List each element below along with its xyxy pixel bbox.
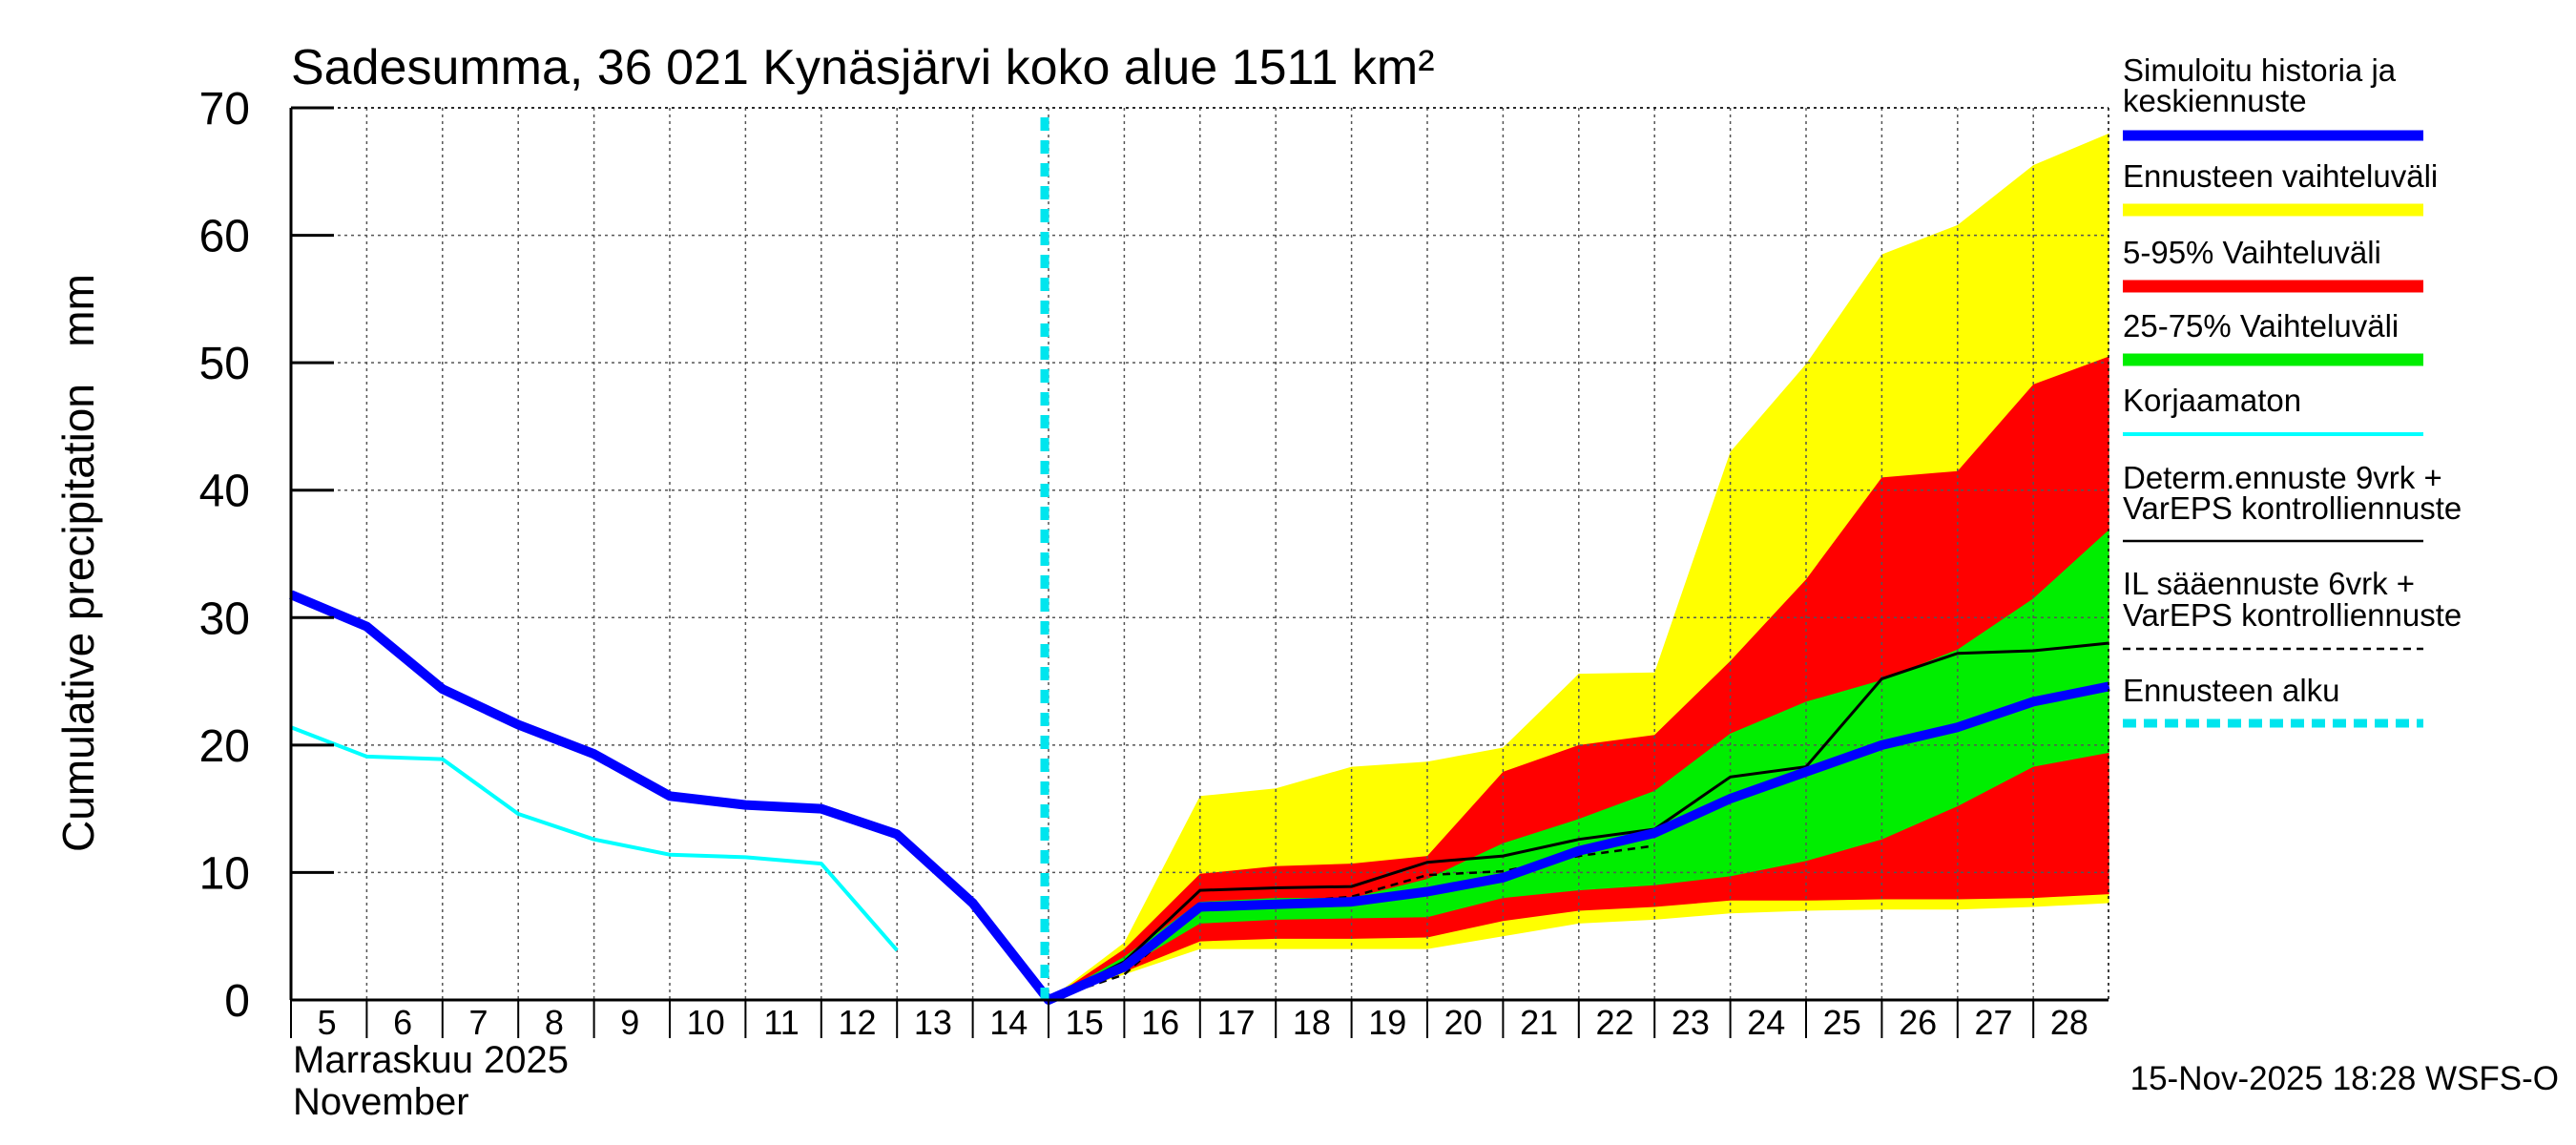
x-tick-label: 16 — [1141, 1003, 1179, 1042]
legend-label2-history: keskiennuste — [2123, 83, 2307, 118]
legend-label-uncorrected: Korjaamaton — [2123, 383, 2301, 418]
series-uncorrected — [290, 725, 899, 952]
x-tick-label: 22 — [1595, 1003, 1633, 1042]
x-tick-label: 23 — [1672, 1003, 1710, 1042]
x-tick-label: 20 — [1444, 1003, 1483, 1042]
x-tick-label: 18 — [1293, 1003, 1331, 1042]
x-tick-label: 9 — [620, 1003, 639, 1042]
x-tick-label: 10 — [687, 1003, 725, 1042]
x-tick-label: 28 — [2050, 1003, 2088, 1042]
x-tick-label: 25 — [1823, 1003, 1861, 1042]
x-tick-label: 14 — [989, 1003, 1028, 1042]
x-tick-label: 13 — [914, 1003, 952, 1042]
series-determ-forecast — [1048, 641, 2109, 1002]
y-tick-label: 20 — [199, 721, 250, 772]
legend-label-range_25_75: 25-75% Vaihteluväli — [2123, 308, 2399, 344]
y-tick-label: 30 — [199, 593, 250, 644]
chart-title: Sadesumma, 36 021 Kynäsjärvi koko alue 1… — [291, 40, 1435, 95]
x-tick-label: 17 — [1216, 1003, 1255, 1042]
legend-label-range_full: Ennusteen vaihteluväli — [2123, 158, 2438, 194]
x-tick-label: 26 — [1899, 1003, 1937, 1042]
legend-label-determ: Determ.ennuste 9vrk + — [2123, 460, 2442, 495]
y-tick-label: 70 — [199, 84, 250, 135]
y-tick-label: 10 — [199, 848, 250, 899]
x-tick-label: 5 — [318, 1003, 337, 1042]
x-tick-label: 6 — [393, 1003, 412, 1042]
x-tick-label: 21 — [1520, 1003, 1558, 1042]
x-tick-label: 24 — [1747, 1003, 1785, 1042]
legend-label-il: IL sääennuste 6vrk + — [2123, 566, 2415, 601]
x-tick-label: 11 — [763, 1003, 799, 1042]
series-history-mean — [289, 590, 2110, 1005]
y-axis-label: Cumulative precipitation mm — [53, 274, 103, 852]
timestamp: 15-Nov-2025 18:28 WSFS-O — [2130, 1060, 2559, 1097]
y-tick-label: 50 — [199, 339, 250, 389]
legend-label2-il: VarEPS kontrolliennuste — [2123, 597, 2462, 633]
y-tick-label: 60 — [199, 212, 250, 262]
plot-area: 0 10 20 30 40 50 60 70 5 6 7 8 9 10 11 12 13 14 15 16 17 18 19… — [199, 84, 2110, 1042]
legend-label2-determ: VarEPS kontrolliennuste — [2123, 490, 2462, 526]
band-25-75 — [1049, 530, 2109, 1000]
y-tick-label: 40 — [199, 467, 250, 517]
x-axis-month-fi: Marraskuu 2025 — [293, 1039, 569, 1081]
x-tick-label: 8 — [545, 1003, 564, 1042]
x-tick-label: 19 — [1368, 1003, 1406, 1042]
x-axis-month-en: November — [293, 1081, 469, 1123]
x-tick-label: 15 — [1066, 1003, 1104, 1042]
legend-label-forecast_start: Ennusteen alku — [2123, 673, 2340, 708]
legend-label-range_5_95: 5-95% Vaihteluväli — [2123, 235, 2381, 270]
x-tick-label: 7 — [468, 1003, 488, 1042]
x-tick-label: 27 — [1974, 1003, 2012, 1042]
x-tick-label: 12 — [838, 1003, 876, 1042]
legend-label-history: Simuloitu historia ja — [2123, 52, 2397, 88]
y-tick-label: 0 — [224, 976, 250, 1027]
